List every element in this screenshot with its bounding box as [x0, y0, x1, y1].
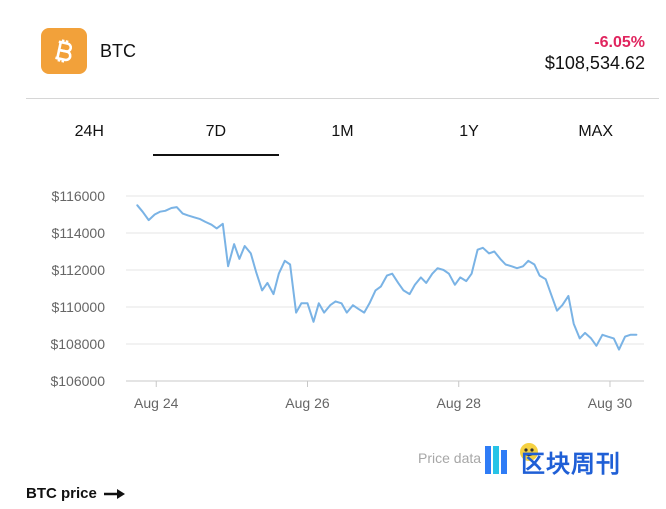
coin-symbol: BTC	[100, 41, 136, 61]
timeframe-tabs: 24H 7D 1M 1Y MAX	[26, 112, 659, 156]
arrow-right-icon	[103, 488, 125, 499]
watermark-text: 区块周刊	[521, 451, 621, 478]
price-line	[136, 204, 638, 351]
watermark-logo-icon	[485, 443, 538, 474]
y-tick-label: $114000	[52, 225, 106, 241]
y-tick-label: $112000	[52, 262, 106, 278]
header-divider	[26, 98, 659, 99]
tab-1m[interactable]: 1M	[331, 123, 354, 140]
x-tick-label: Aug 26	[285, 395, 330, 411]
y-tick-label: $108000	[50, 336, 105, 352]
x-tick-label: Aug 30	[588, 395, 633, 411]
tab-1y[interactable]: 1Y	[459, 123, 479, 140]
price-change: -6.05%	[594, 34, 645, 51]
btc-price-link[interactable]: BTC price	[26, 485, 127, 502]
price-data-note: Price data	[418, 450, 482, 466]
watermark: 区块周刊	[485, 440, 647, 478]
price-block: -6.05% $108,534.62	[545, 34, 645, 74]
x-tick-label: Aug 28	[437, 395, 482, 411]
bitcoin-glyph-icon	[55, 39, 73, 63]
x-tick-label: Aug 24	[134, 395, 179, 411]
tab-24h[interactable]: 24H	[74, 123, 104, 140]
y-tick-label: $106000	[50, 373, 105, 389]
price-chart[interactable]: $116000 $114000 $112000 $110000 $108000 $1060…	[0, 160, 666, 420]
bitcoin-icon	[41, 28, 87, 74]
y-tick-label: $110000	[52, 299, 106, 315]
coin-header: BTC -6.05% $108,534.62	[0, 0, 666, 98]
btc-price-link-label: BTC price	[26, 485, 97, 502]
current-price: $108,534.62	[544, 53, 645, 73]
y-tick-label: $116000	[52, 188, 106, 204]
tab-max[interactable]: MAX	[578, 123, 613, 140]
tab-7d[interactable]: 7D	[152, 112, 280, 156]
